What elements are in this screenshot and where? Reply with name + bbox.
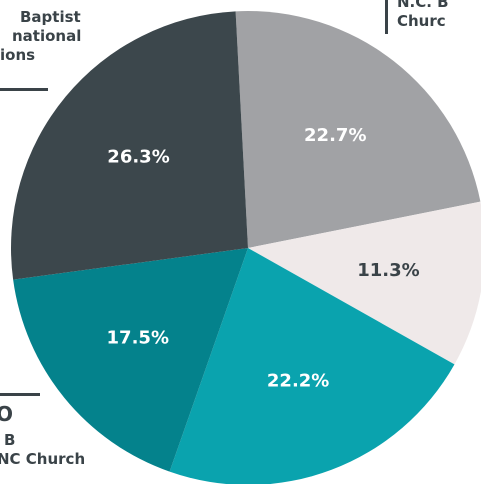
callout-top-left-rule — [0, 88, 48, 91]
pie-slice-label-0: 22.7% — [304, 125, 366, 146]
callout-top-right-line-2: Churc — [397, 12, 446, 30]
callout-top-left-line-2: national — [12, 27, 82, 45]
pie-slice-0 — [235, 10, 481, 248]
pie-slice-4 — [11, 11, 248, 280]
callout-bottom-left: O B NC Church — [0, 403, 85, 469]
pie-slice-label-1: 11.3% — [357, 260, 419, 281]
pie-slice-2 — [169, 248, 455, 484]
callout-bottom-left-line-2: B — [4, 431, 16, 449]
pie-slice-label-2: 22.2% — [267, 371, 329, 392]
callout-top-right: N.C. B Churc — [397, 0, 449, 31]
callout-top-left-line-3: ions — [0, 46, 36, 64]
pie-slice-label-3: 17.5% — [107, 327, 169, 348]
callout-bottom-left-rule — [0, 393, 40, 396]
pie-slice-label-4: 26.3% — [107, 147, 169, 168]
callout-top-left-line-1: Baptist — [20, 8, 81, 26]
callout-top-right-rule — [385, 0, 388, 34]
callout-top-right-line-1: N.C. B — [397, 0, 449, 11]
callout-bottom-left-line-1: O — [0, 402, 14, 426]
callout-top-left: Baptist national ions — [0, 8, 81, 65]
pie-slice-1 — [248, 201, 481, 365]
callout-bottom-left-line-3: NC Church — [0, 450, 86, 468]
pie-slice-3 — [13, 248, 248, 472]
